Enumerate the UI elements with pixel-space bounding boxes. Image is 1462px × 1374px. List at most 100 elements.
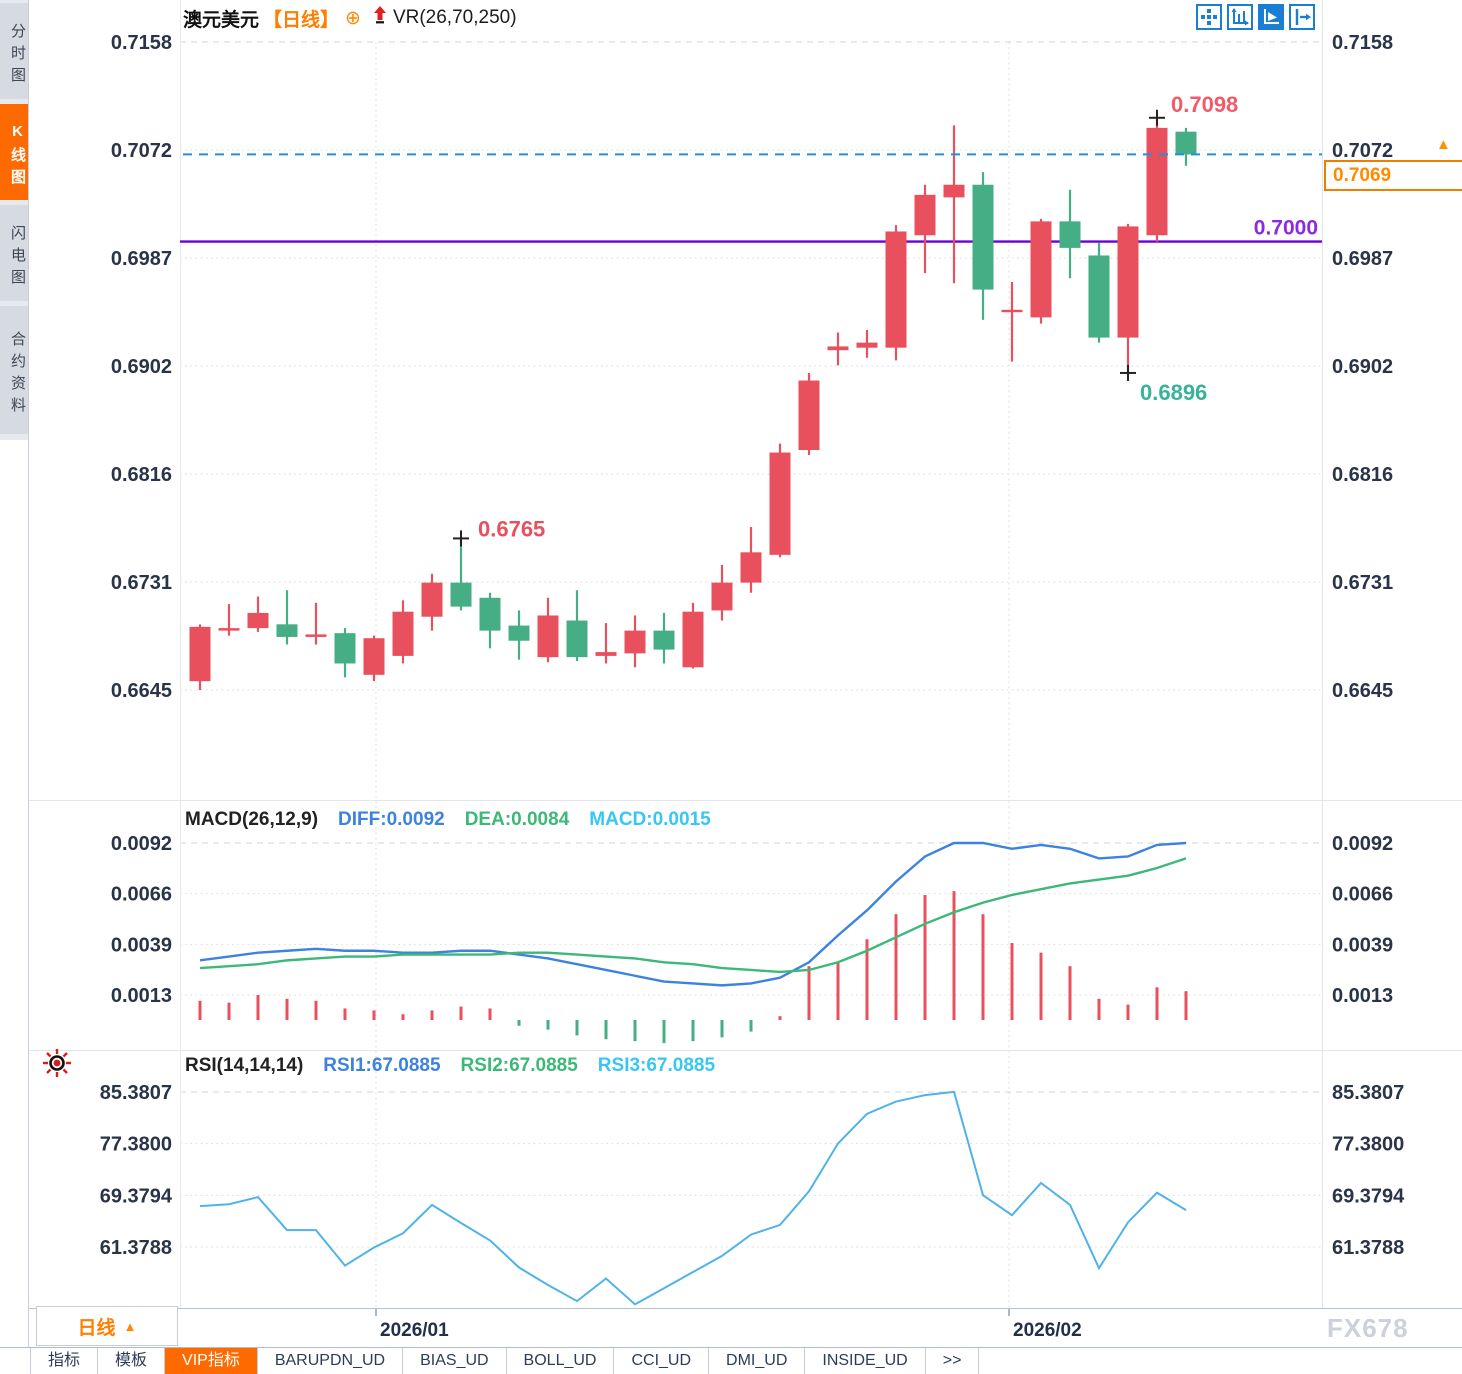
rsi2-value: RSI2:67.0885	[460, 1055, 578, 1076]
indicator-tab-BIAS_UD[interactable]: BIAS_UD	[403, 1348, 507, 1374]
candle	[885, 231, 907, 348]
svg-text:0.6765: 0.6765	[478, 516, 545, 541]
candle	[276, 624, 298, 637]
candle	[305, 634, 327, 637]
macd-diff-value: DIFF:0.0092	[338, 809, 445, 830]
chart-title-bar: 澳元美元 【日线】 ⊕ VR(26,70,250)	[183, 5, 517, 31]
grid-layer	[28, 0, 1462, 1316]
indicator-tab->>[interactable]: >>	[926, 1348, 980, 1374]
watermark: FX678	[1327, 1313, 1409, 1343]
candle	[624, 630, 646, 654]
svg-text:0.6987: 0.6987	[111, 248, 172, 270]
svg-text:0.6731: 0.6731	[1332, 572, 1393, 594]
svg-text:0.7098: 0.7098	[1171, 92, 1238, 117]
svg-text:61.3788: 61.3788	[1332, 1237, 1404, 1259]
svg-text:2026/01: 2026/01	[380, 1320, 449, 1341]
svg-text:0.7158: 0.7158	[1332, 32, 1393, 54]
candles-layer	[189, 117, 1197, 690]
candle	[711, 582, 733, 611]
candle	[798, 380, 820, 450]
candle	[1030, 221, 1052, 318]
rsi-line	[199, 1090, 1187, 1306]
svg-text:61.3788: 61.3788	[100, 1237, 172, 1259]
indicator-tab-VIP-[interactable]: VIP指标	[165, 1348, 258, 1374]
svg-text:0.0066: 0.0066	[1332, 884, 1393, 906]
candle	[189, 626, 211, 682]
price-up-triangle-icon: ▲	[1436, 136, 1451, 153]
svg-text:0.7072: 0.7072	[111, 140, 172, 162]
svg-text:0.0092: 0.0092	[111, 833, 172, 855]
rsi1-value: RSI1:67.0885	[323, 1055, 441, 1076]
period-selector-label: 日线	[77, 1317, 116, 1339]
candle	[682, 611, 704, 668]
indicator-tab-bar: 指标 模板 VIP指标 BARUPDN_UD BIAS_UD BOLL_UD CCI_UD D…	[0, 1347, 1462, 1374]
macd-diff-line	[199, 841, 1187, 987]
indicator-tab-CCI_UD[interactable]: CCI_UD	[614, 1348, 710, 1374]
annotations-layer: 0.6765 0.7098 0.6896	[453, 92, 1238, 547]
candle	[595, 652, 617, 656]
candle	[943, 184, 965, 198]
svg-text:0.0092: 0.0092	[1332, 833, 1393, 855]
play-axis-icon[interactable]	[1258, 4, 1284, 30]
svg-text:77.3800: 77.3800	[1332, 1134, 1404, 1156]
overlay-indicator-label[interactable]: VR(26,70,250)	[392, 7, 517, 28]
svg-text:0.0013: 0.0013	[111, 985, 172, 1007]
svg-text:0.6816: 0.6816	[111, 464, 172, 486]
axis-labels-layer: 0.7158 0.7158 0.7072 0.7072 0.6987 0.6987 0.69…	[100, 32, 1405, 1341]
macd-hist-value: MACD:0.0015	[589, 809, 711, 830]
candle	[479, 597, 501, 631]
indicator-tab-INSIDE_UD[interactable]: INSIDE_UD	[805, 1348, 926, 1374]
svg-text:0.7158: 0.7158	[111, 32, 172, 54]
macd-layer	[198, 841, 1188, 1044]
candle	[914, 194, 936, 236]
macd-name: MACD(26,12,9)	[185, 809, 319, 830]
chart-toolbar	[1196, 4, 1315, 30]
macd-header: MACD(26,12,9) DIFF:0.0092 DEA:0.0084 MAC…	[185, 809, 711, 831]
candle	[740, 552, 762, 583]
candle	[827, 346, 849, 351]
indicator-tab-BARUPDN_UD[interactable]: BARUPDN_UD	[258, 1348, 404, 1374]
rsi3-value: RSI3:67.0885	[597, 1055, 716, 1076]
rsi-header: RSI(14,14,14) RSI1:67.0885 RSI2:67.0885 …	[185, 1055, 715, 1077]
svg-text:0.0039: 0.0039	[111, 934, 172, 956]
candle	[421, 582, 443, 617]
live-burst-icon	[42, 1048, 72, 1078]
macd-dea-value: DEA:0.0084	[464, 809, 570, 830]
candle	[392, 611, 414, 656]
circle-plus-icon[interactable]: ⊕	[345, 7, 361, 29]
candle	[363, 638, 385, 675]
sidebar-tab-lightning-chart[interactable]: 闪电图	[0, 205, 28, 301]
sidebar-tab-intraday-chart[interactable]: 分时图	[0, 3, 28, 99]
svg-text:0.6731: 0.6731	[111, 572, 172, 594]
indicator-tab--[interactable]: 指标	[30, 1348, 99, 1374]
svg-text:0.0013: 0.0013	[1332, 985, 1393, 1007]
svg-text:69.3794: 69.3794	[100, 1185, 173, 1207]
left-rail: 分时图 K线图 闪电图 合约资料	[0, 0, 29, 1374]
period-selector[interactable]: 日线 ▲	[36, 1306, 178, 1346]
candle	[450, 582, 472, 607]
candle	[1059, 221, 1081, 248]
indicator-tab--[interactable]: 模板	[98, 1348, 166, 1374]
sidebar-tab-contract-info[interactable]: 合约资料	[0, 306, 28, 434]
exit-pane-icon[interactable]	[1289, 4, 1315, 30]
svg-text:0.6902: 0.6902	[1332, 356, 1393, 378]
rsi-name: RSI(14,14,14)	[185, 1055, 304, 1076]
indicator-tab-BOLL_UD[interactable]: BOLL_UD	[507, 1348, 615, 1374]
move-crosshair-icon[interactable]	[1196, 4, 1222, 30]
svg-text:0.6896: 0.6896	[1140, 380, 1207, 405]
svg-text:0.6987: 0.6987	[1332, 248, 1393, 270]
sidebar-tab-kline-chart[interactable]: K线图	[0, 104, 28, 200]
svg-text:0.7000: 0.7000	[1254, 217, 1318, 240]
svg-text:0.6645: 0.6645	[1332, 680, 1393, 702]
candle	[218, 628, 240, 631]
candle	[537, 615, 559, 658]
period-tag[interactable]: 【日线】	[263, 9, 340, 31]
indicator-tab-DMI_UD[interactable]: DMI_UD	[709, 1348, 806, 1374]
svg-text:0.0039: 0.0039	[1332, 934, 1393, 956]
candle	[769, 452, 791, 555]
candle	[856, 342, 878, 348]
svg-text:0.6645: 0.6645	[111, 680, 172, 702]
axis-scale-icon[interactable]	[1227, 4, 1253, 30]
